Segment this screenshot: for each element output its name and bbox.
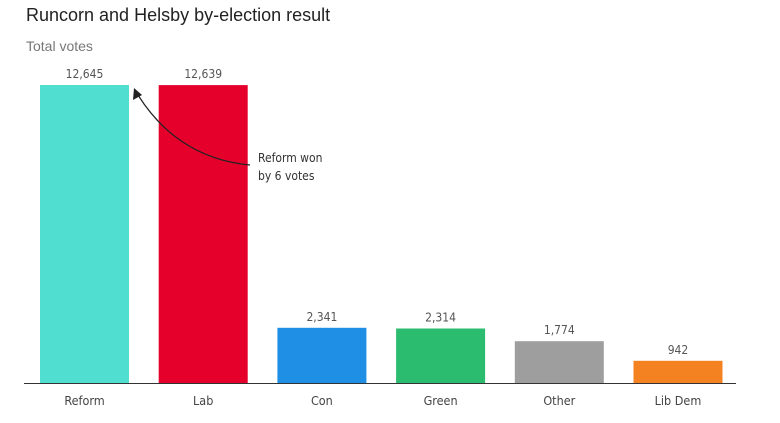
value-label-lab: 12,639 — [184, 67, 222, 81]
value-label-con: 2,341 — [306, 310, 337, 324]
bar-other — [514, 341, 604, 383]
value-label-green: 2,314 — [425, 311, 456, 325]
annotation-line-2: by 6 votes — [258, 169, 315, 183]
bar-reform — [40, 85, 129, 383]
annotation-arrow — [137, 94, 251, 166]
value-label-reform: 12,645 — [66, 67, 104, 81]
value-label-lib-dem: 942 — [668, 343, 689, 357]
chart-subtitle: Total votes — [26, 38, 93, 54]
bar-lib-dem — [633, 360, 723, 383]
category-label-lab: Lab — [193, 393, 213, 408]
annotation-line-1: Reform won — [258, 151, 322, 165]
category-label-other: Other — [543, 393, 575, 408]
bar-con — [277, 327, 367, 383]
category-label-lib-dem: Lib Dem — [655, 393, 702, 408]
category-label-green: Green — [424, 393, 458, 408]
category-label-con: Con — [311, 393, 333, 408]
bar-green — [396, 328, 486, 383]
annotation-arrowhead — [133, 88, 142, 100]
category-label-reform: Reform — [64, 393, 104, 408]
bar-lab — [158, 85, 248, 383]
value-label-other: 1,774 — [544, 323, 575, 337]
chart-title: Runcorn and Helsby by-election result — [26, 5, 331, 25]
